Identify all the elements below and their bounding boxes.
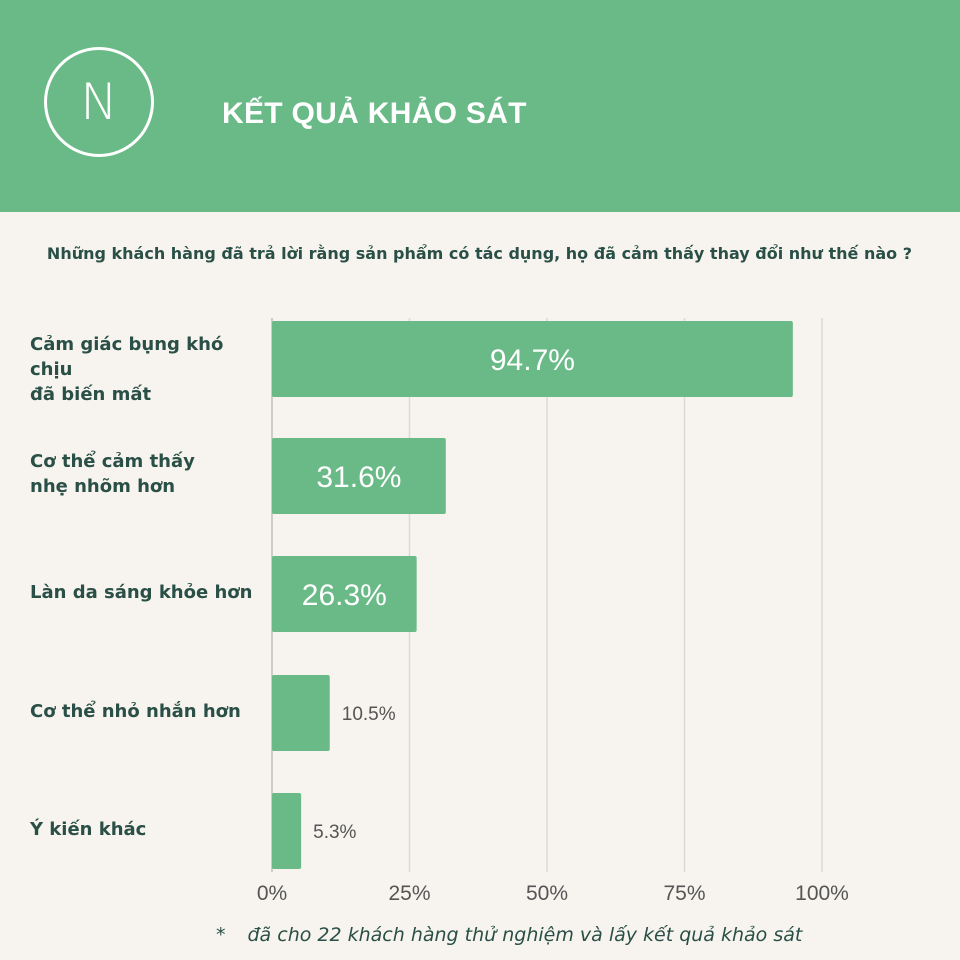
bar bbox=[272, 321, 793, 397]
category-label-line: Cơ thể nhỏ nhắn hơn bbox=[30, 700, 241, 722]
header-banner: N KẾT QUẢ KHẢO SÁT bbox=[0, 0, 960, 212]
bar-value-label: 31.6% bbox=[316, 461, 401, 494]
bar bbox=[272, 675, 330, 751]
category-label-line: Ý kiến khác bbox=[30, 818, 147, 840]
bar bbox=[272, 438, 446, 514]
footnote-marker: * bbox=[216, 924, 226, 946]
category-label-line: nhẹ nhõm hơn bbox=[30, 476, 176, 497]
survey-question: Những khách hàng đã trả lời rằng sản phẩ… bbox=[46, 244, 912, 263]
bar-value-label: 94.7% bbox=[490, 344, 575, 377]
bar bbox=[272, 793, 302, 869]
bar-value-label: 26.3% bbox=[302, 579, 387, 612]
category-label: Cơ thể nhỏ nhắn hơn bbox=[30, 699, 265, 724]
category-label: Ý kiến khác bbox=[30, 817, 265, 842]
brand-logo: N bbox=[44, 47, 154, 157]
x-tick-label: 100% bbox=[795, 882, 849, 905]
bar-value-label: 10.5% bbox=[342, 704, 396, 725]
category-label: Cơ thể cảm thấy nhẹ nhõm hơn bbox=[30, 449, 265, 499]
category-label: Cảm giác bụng khó chịu đã biến mất bbox=[30, 332, 265, 407]
page-title: KẾT QUẢ KHẢO SÁT bbox=[222, 97, 527, 130]
footnote: * đã cho 22 khách hàng thử nghiệm và lấy … bbox=[216, 924, 802, 946]
footnote-text: đã cho 22 khách hàng thử nghiệm và lấy k… bbox=[247, 924, 803, 946]
category-label-line: đã biến mất bbox=[30, 384, 152, 405]
category-label-line: Cơ thể cảm thấy bbox=[30, 451, 195, 472]
category-label-line: Làn da sáng khỏe hơn bbox=[30, 581, 253, 603]
category-label-line: Cảm giác bụng khó chịu bbox=[30, 334, 224, 380]
x-tick-label: 50% bbox=[526, 882, 568, 905]
category-label: Làn da sáng khỏe hơn bbox=[30, 580, 265, 605]
logo-letter: N bbox=[80, 73, 118, 131]
x-tick-label: 25% bbox=[388, 882, 430, 905]
bar-value-label: 5.3% bbox=[313, 822, 356, 843]
bar bbox=[272, 556, 417, 632]
x-tick-label: 75% bbox=[663, 882, 705, 905]
x-tick-label: 0% bbox=[257, 882, 287, 905]
